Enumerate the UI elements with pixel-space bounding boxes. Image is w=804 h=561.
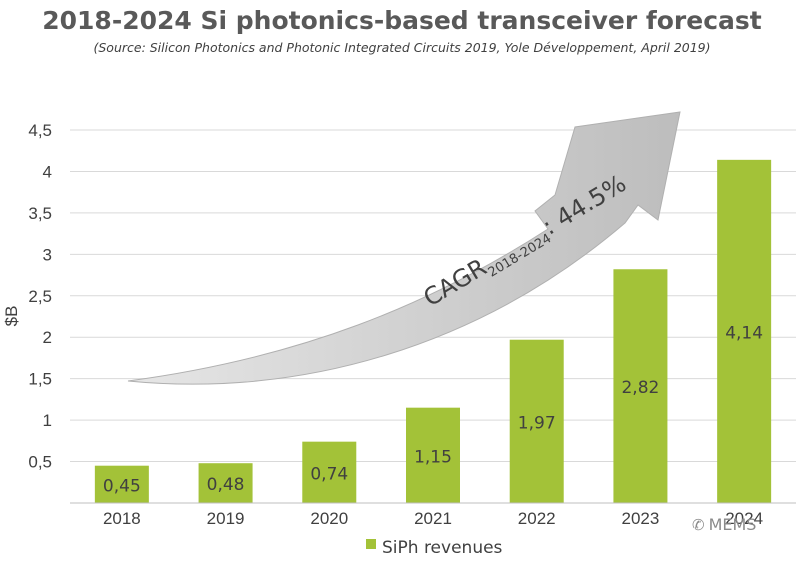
bar <box>94 465 149 503</box>
y-tick-label: 4,5 <box>28 121 52 140</box>
legend: SiPh revenues <box>366 538 503 558</box>
x-tick-label: 2024 <box>725 509 763 528</box>
bar-value-label: 1,97 <box>518 413 556 433</box>
bar <box>302 441 357 503</box>
cagr-arrow-shape <box>127 111 681 385</box>
bar-value-label: 0,48 <box>207 475 245 495</box>
x-tick-label: 2018 <box>103 509 141 528</box>
y-tick-label: 1 <box>43 411 52 430</box>
chart-title: 2018-2024 Si photonics-based transceiver… <box>42 6 762 35</box>
bar <box>509 339 564 503</box>
bar-value-label: 4,14 <box>725 323 763 343</box>
y-axis-label: $B <box>2 306 21 327</box>
y-axis-ticks: 0,5 1 1,5 2 2,5 3 3,5 4 4,5 <box>28 121 52 472</box>
x-tick-label: 2021 <box>414 509 452 528</box>
watermark-text: MEMS <box>708 515 757 534</box>
chart-source: (Source: Silicon Photonics and Photonic … <box>93 40 711 55</box>
legend-swatch <box>366 539 376 549</box>
x-axis-ticks: 2018 2019 2020 2021 2022 2023 2024 <box>103 509 763 528</box>
bar <box>613 269 668 503</box>
bar-value-label: 0,74 <box>310 464 348 484</box>
x-tick-label: 2022 <box>518 509 556 528</box>
y-tick-label: 2,5 <box>28 287 52 306</box>
y-tick-label: 3 <box>43 245 52 264</box>
bar <box>406 407 460 503</box>
bar-value-label: 2,82 <box>621 378 659 398</box>
y-tick-label: 2 <box>43 328 52 347</box>
bar <box>198 463 253 503</box>
y-tick-label: 0,5 <box>28 453 52 472</box>
watermark: ✆ MEMS <box>692 515 756 534</box>
cagr-arrow: CAGR2018-2024: 44.5% <box>127 111 681 385</box>
y-tick-label: 1,5 <box>28 370 52 389</box>
x-tick-label: 2020 <box>310 509 348 528</box>
bar-value-label: 1,15 <box>414 447 452 467</box>
wechat-icon: ✆ <box>692 516 705 534</box>
y-tick-label: 3,5 <box>28 204 52 223</box>
x-tick-label: 2019 <box>207 509 245 528</box>
x-tick-label: 2023 <box>622 509 660 528</box>
bars: 0,45 0,48 0,74 1,15 1,97 2,82 4,14 <box>94 159 772 503</box>
bar <box>717 159 772 503</box>
legend-label: SiPh revenues <box>382 538 503 558</box>
bar-value-label: 0,45 <box>103 476 141 496</box>
y-tick-label: 4 <box>43 162 52 181</box>
